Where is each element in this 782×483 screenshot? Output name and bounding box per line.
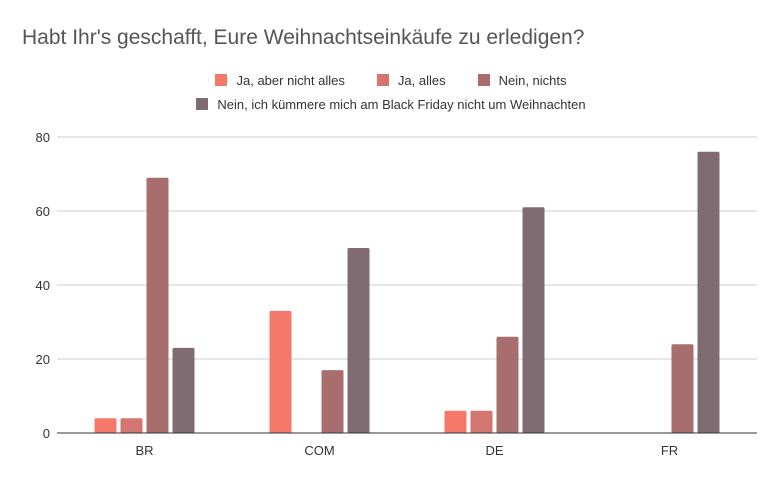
bar[interactable] xyxy=(94,418,117,433)
legend-swatch xyxy=(477,74,490,86)
legend-row-2: Nein, ich kümmere mich am Black Friday n… xyxy=(0,94,782,114)
bar[interactable] xyxy=(321,370,344,433)
bar[interactable] xyxy=(347,248,370,433)
legend-label: Nein, nichts xyxy=(498,72,567,88)
bar[interactable] xyxy=(470,410,493,433)
x-tick-label: COM xyxy=(304,443,334,458)
y-tick-label: 60 xyxy=(36,204,50,219)
legend-entry-black-friday[interactable]: Nein, ich kümmere mich am Black Friday n… xyxy=(196,94,586,114)
legend-swatch xyxy=(215,74,228,86)
bar[interactable] xyxy=(120,418,143,433)
legend-swatch xyxy=(376,74,389,86)
x-tick-label: BR xyxy=(135,443,153,458)
legend-row-1: Ja, aber nicht alles Ja, alles Nein, nic… xyxy=(0,70,782,90)
bars xyxy=(94,151,720,434)
x-axis-ticks: BR COM DE FR xyxy=(135,443,678,458)
x-tick-label: FR xyxy=(661,443,678,458)
bar[interactable] xyxy=(269,310,292,433)
bar[interactable] xyxy=(671,344,694,433)
bar[interactable] xyxy=(172,347,195,433)
legend-label: Nein, ich kümmere mich am Black Friday n… xyxy=(217,96,586,112)
bar[interactable] xyxy=(146,177,169,433)
legend-label: Ja, aber nicht alles xyxy=(236,72,345,88)
y-tick-label: 40 xyxy=(36,278,50,293)
y-axis-ticks: 0 20 40 60 80 xyxy=(36,130,50,441)
bar[interactable] xyxy=(444,410,467,433)
y-tick-label: 80 xyxy=(36,130,50,145)
legend-entry-nein-nichts[interactable]: Nein, nichts xyxy=(477,70,567,90)
y-tick-label: 20 xyxy=(36,352,50,367)
legend-entry-ja-aber-nicht-alles[interactable]: Ja, aber nicht alles xyxy=(215,70,345,90)
bar[interactable] xyxy=(522,207,545,433)
legend-label: Ja, alles xyxy=(397,72,446,88)
bar[interactable] xyxy=(496,336,519,433)
bar[interactable] xyxy=(697,151,720,434)
chart-title: Habt Ihr's geschafft, Eure Weihnachtsein… xyxy=(22,26,585,49)
x-tick-label: DE xyxy=(485,443,503,458)
gridlines xyxy=(57,136,757,360)
legend-swatch xyxy=(196,98,209,110)
legend-entry-ja-alles[interactable]: Ja, alles xyxy=(376,70,446,90)
y-tick-label: 0 xyxy=(43,426,50,441)
